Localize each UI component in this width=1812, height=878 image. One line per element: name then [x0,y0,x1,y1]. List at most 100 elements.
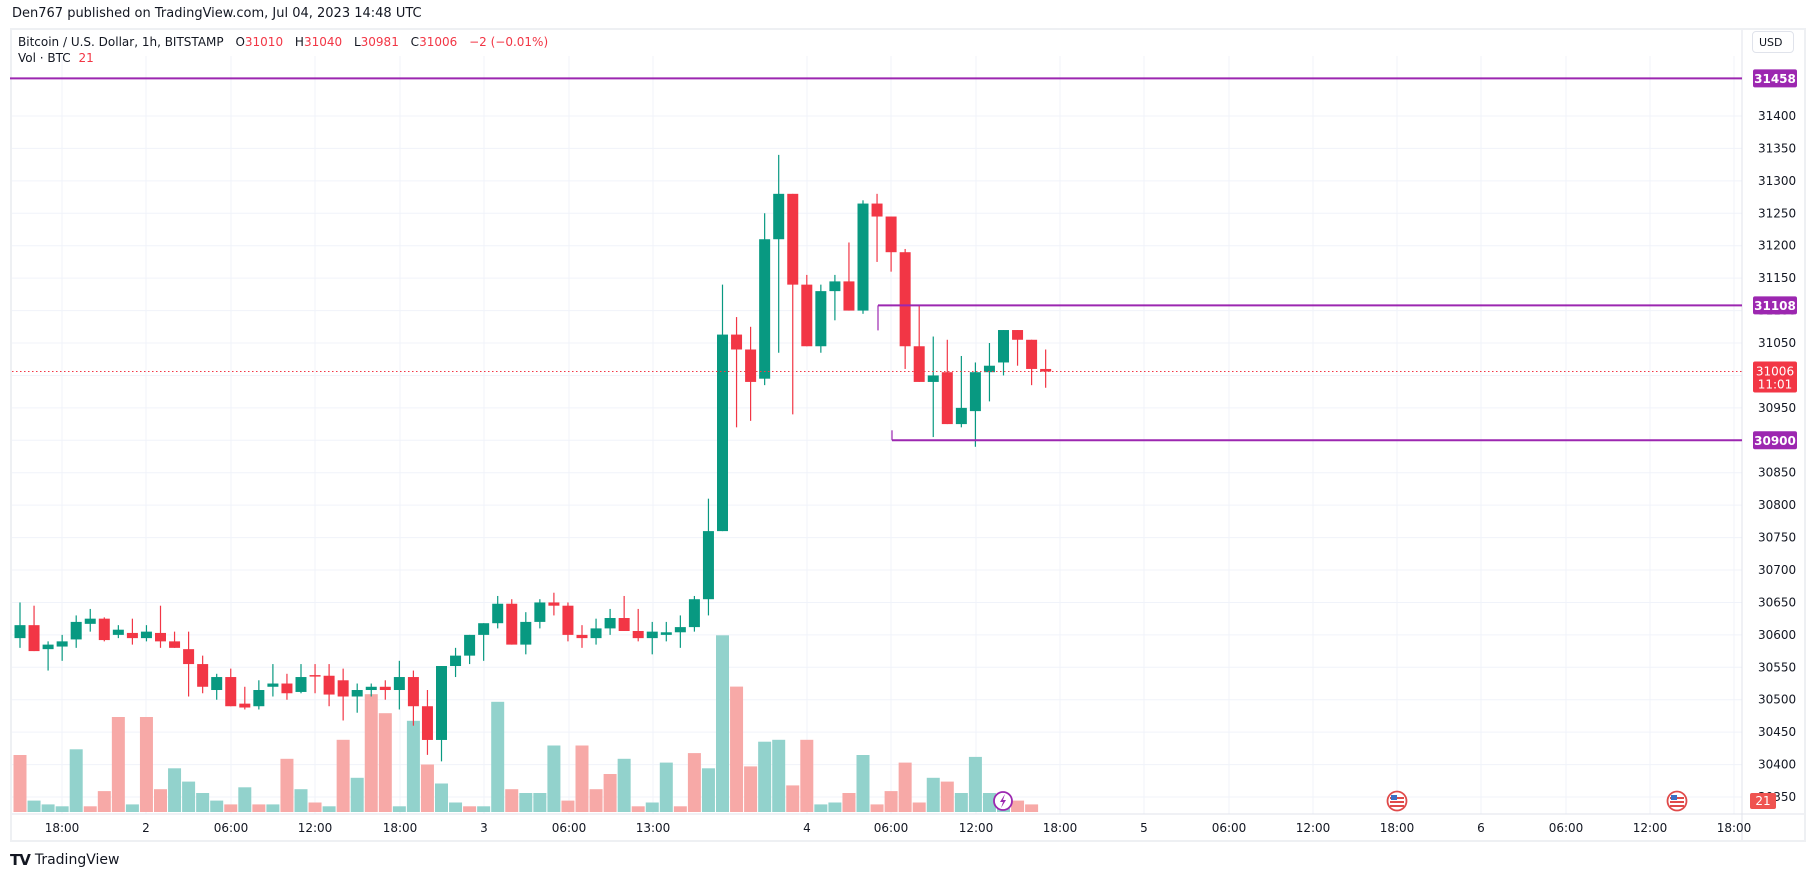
volume-bar [561,800,575,812]
volume-bar [266,804,280,812]
candle [309,675,321,677]
candle [492,603,504,624]
close-label: C [410,35,420,49]
level-price-badge [1753,69,1797,88]
volume-bar [420,764,434,812]
time-tick-label: 12:00 [959,821,994,835]
candle [112,629,124,635]
price-tick-label: 30550 [1758,660,1796,674]
volume-bar [378,713,392,812]
volume-bar [252,804,266,812]
price-tick-label: 30750 [1758,531,1796,545]
volume-bar [505,789,519,812]
price-tick-label: 30950 [1758,401,1796,415]
open-value: 31010 [244,35,284,49]
time-tick-label: 12:00 [1633,821,1668,835]
volume-bar [154,789,167,812]
volume-bar [856,755,870,812]
svg-text:11:01: 11:01 [1758,378,1793,392]
volume-label[interactable]: Vol · BTC [18,51,71,65]
time-tick-label: 2 [142,821,150,835]
candle [506,603,518,645]
volume-bar [210,800,224,812]
volume-bar [364,694,378,812]
volume-bar [617,758,631,812]
volume-bar [968,756,982,812]
volume-bar [463,806,477,812]
us-flag-event-icon[interactable] [1666,790,1688,812]
volume-bar [940,781,954,812]
time-tick-label: 18:00 [1043,821,1078,835]
volume-bar [477,806,491,812]
candle [70,621,82,640]
footer-logo-text: TradingView [34,852,120,868]
time-tick-label: 06:00 [1212,821,1247,835]
high-label: H [294,35,304,49]
candle [365,686,377,691]
currency-button[interactable]: USD [1752,31,1794,53]
candle [702,531,714,600]
lightning-event-icon[interactable] [993,791,1013,811]
time-tick-label: 18:00 [1717,821,1752,835]
volume-bar [182,781,196,812]
candle [407,677,419,707]
volume-bar [449,802,463,812]
time-tick-label: 3 [480,821,488,835]
level-price-badge [1753,431,1797,450]
candle [267,683,279,687]
price-tick-label: 30650 [1758,595,1796,609]
candle [717,334,728,532]
candle [871,203,883,217]
volume-bar [547,745,561,812]
level-price-badge [1753,296,1797,315]
volume-bar [111,717,125,812]
volume-bar [27,800,41,812]
candle [183,649,195,665]
volume-bar [898,762,912,812]
candle [197,664,209,687]
volume-bar [406,720,420,812]
volume-bar [716,635,729,812]
volume-bar [196,793,210,812]
candle [773,193,785,240]
volume-value: 21 [78,51,94,65]
candle [84,618,96,624]
candle [1012,330,1024,340]
candle [829,281,841,292]
time-tick-label: 06:00 [214,821,249,835]
volume-bar [336,739,350,812]
us-flag-event-icon[interactable] [1386,790,1408,812]
volume-bar [350,777,364,812]
candle [983,365,995,373]
volume-bar [168,768,182,812]
candle [576,634,588,639]
svg-text:31006: 31006 [1756,365,1794,379]
candle [745,349,757,382]
volume-bar [308,802,322,812]
candle [759,239,771,379]
candle [927,375,939,382]
volume-bar [842,793,856,812]
svg-text:31458: 31458 [1754,72,1796,86]
volume-bars [13,635,1039,812]
price-tick-label: 31350 [1758,141,1796,155]
symbol-title[interactable]: Bitcoin / U.S. Dollar, 1h, BITSTAMP [18,35,224,49]
close-value: 31006 [419,35,458,49]
candle [604,618,616,629]
candle [969,372,981,412]
high-value: 31040 [303,35,343,49]
volume-bar [575,745,589,812]
volume-bar [589,789,603,812]
price-tick-label: 30600 [1758,628,1796,642]
candle [618,618,630,631]
candle [548,602,560,606]
candle [478,623,490,635]
volume-bar [673,806,687,812]
price-tick-label: 30850 [1758,466,1796,480]
volume-bar [224,804,238,812]
footer-logo[interactable]: TV TradingView [10,851,119,869]
volume-bar [884,791,898,812]
candle [534,602,546,622]
time-tick-label: 12:00 [1296,821,1331,835]
